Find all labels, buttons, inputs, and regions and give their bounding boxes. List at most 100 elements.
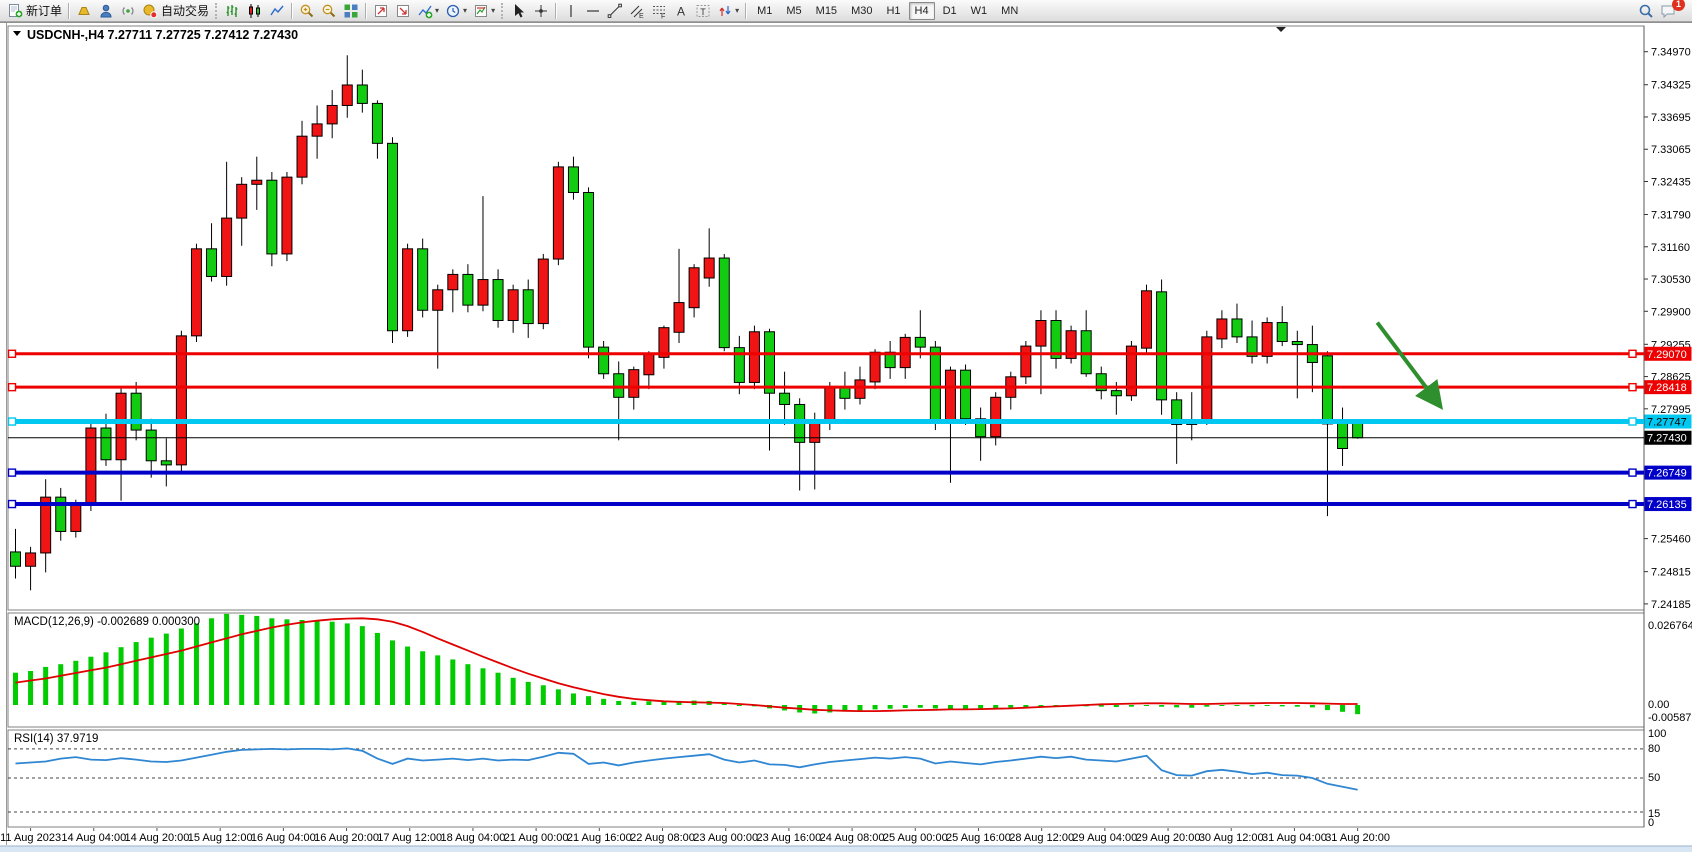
zoom-out-icon [322, 4, 336, 17]
svg-text:7.28418: 7.28418 [1647, 382, 1687, 394]
macd-histogram-bar [917, 705, 923, 708]
line-handle[interactable] [7, 382, 17, 392]
cursor-button[interactable] [509, 1, 529, 21]
candle-body [311, 123, 323, 137]
timeframe-mn[interactable]: MN [1001, 4, 1019, 17]
horizontal-line-7.26135[interactable] [7, 499, 1644, 509]
candle-body [658, 327, 670, 358]
arrows-button[interactable]: ▾ [715, 1, 741, 21]
macd-histogram-bar [314, 620, 320, 705]
bar-chart-button[interactable] [223, 1, 243, 21]
macd-histogram-bar [827, 705, 833, 713]
new-order-button[interactable]: 新订单 [5, 1, 64, 21]
line-handle[interactable] [1628, 468, 1637, 477]
crosshair-button[interactable] [531, 1, 551, 21]
macd-histogram-bar [193, 623, 199, 705]
search-icon [1639, 4, 1653, 18]
time-tick-label: 15 Aug 12:00 [188, 832, 253, 844]
line-handle[interactable] [7, 349, 17, 358]
symbol-dropdown-icon[interactable] [13, 31, 21, 36]
time-tick-label: 24 Aug 08:00 [820, 832, 885, 844]
line-handle[interactable] [7, 468, 17, 477]
chevron-down-icon: ▾ [491, 6, 496, 15]
fibonacci-button[interactable]: F [649, 1, 669, 21]
macd-histogram-bar [269, 618, 275, 705]
indicators-button[interactable]: ▾ [415, 1, 441, 21]
down-arrow-annotation[interactable] [1375, 321, 1444, 410]
text-button[interactable]: A [671, 1, 691, 21]
candle-body [10, 551, 21, 567]
price-axis[interactable]: 7.34970 7.34325 7.33695 7.33065 7.32435 7.317… [1644, 47, 1691, 611]
market-watch-button[interactable] [74, 1, 94, 21]
bar-chart-icon [226, 4, 238, 17]
tile-windows-button[interactable] [341, 1, 361, 21]
macd-histogram-bar [103, 652, 109, 705]
cascade-windows-button[interactable] [393, 1, 413, 21]
chat-button[interactable]: 1 [1658, 0, 1685, 21]
svg-text:E: E [639, 13, 644, 19]
macd-histogram-bar [993, 705, 999, 709]
line-handle[interactable] [1628, 349, 1637, 358]
candlestick-chart-button[interactable] [245, 1, 265, 21]
timeframe-h4[interactable]: H4 [908, 1, 935, 20]
timeframe-w1[interactable]: W1 [970, 4, 988, 17]
line-handle[interactable] [1628, 499, 1637, 509]
equidistant-channel-button[interactable]: E [627, 1, 647, 21]
candle-body [85, 427, 97, 506]
signals-button[interactable] [118, 1, 138, 21]
vertical-line-button[interactable] [561, 1, 581, 21]
horizontal-line-7.26749[interactable] [7, 468, 1644, 477]
macd-histogram-bar [736, 705, 742, 706]
timeframe-d1[interactable]: D1 [942, 4, 957, 17]
macd-histogram-bar [28, 671, 34, 705]
timeframe-m5[interactable]: M5 [786, 4, 802, 17]
zoom-out-button[interactable] [319, 1, 339, 21]
profiles-button[interactable] [96, 1, 116, 21]
line-handle[interactable] [7, 499, 17, 509]
line-handle[interactable] [1628, 382, 1637, 392]
macd-histogram-bar [1294, 705, 1300, 707]
macd-histogram-bar [978, 705, 984, 709]
arrange-windows-button[interactable] [371, 1, 391, 21]
periods-button[interactable]: ▾ [443, 1, 469, 21]
text-label-button[interactable]: T [693, 1, 713, 21]
templates-button[interactable]: ▾ [471, 1, 497, 21]
horizontal-line-7.27747[interactable] [7, 417, 1644, 426]
timeframe-h1[interactable]: H1 [886, 4, 901, 17]
macd-histogram-bar [178, 628, 184, 705]
svg-text:7.29070: 7.29070 [1647, 349, 1687, 361]
horizontal-line-icon [587, 9, 600, 12]
macd-histogram-bar [1008, 705, 1014, 708]
macd-histogram-bar [133, 642, 139, 705]
candle-body [944, 369, 956, 424]
svg-text:F: F [661, 13, 665, 19]
line-handle[interactable] [7, 417, 17, 426]
main-price-pane[interactable] [7, 25, 1645, 611]
macd-histogram-bar [1234, 705, 1240, 707]
autotrading-button[interactable]: 自动交易 [140, 1, 211, 21]
price-tick-label: 7.27995 [1651, 404, 1691, 416]
timeframe-m1[interactable]: M1 [757, 4, 773, 17]
toolbar-separator [745, 2, 748, 19]
macd-histogram-bar [631, 701, 637, 705]
chart-title: USDCNH-,H4 7.27711 7.27725 7.27412 7.274… [13, 28, 298, 42]
chart-shift-marker[interactable] [1276, 27, 1286, 32]
zoom-in-icon [300, 4, 314, 17]
candle-body [537, 258, 549, 325]
line-chart-button[interactable] [267, 1, 287, 21]
horizontal-line-button[interactable] [583, 1, 603, 21]
macd-pane[interactable] [7, 612, 1645, 728]
line-handle[interactable] [1628, 417, 1637, 426]
horizontal-line-7.29070[interactable] [7, 349, 1644, 358]
candle-body [190, 248, 202, 337]
timeframe-m30[interactable]: M30 [851, 4, 873, 17]
svg-text:7.27747: 7.27747 [1647, 417, 1687, 429]
timeframe-m15[interactable]: M15 [815, 4, 838, 17]
horizontal-line-7.28418[interactable] [7, 382, 1644, 392]
zoom-in-button[interactable] [297, 1, 317, 21]
macd-histogram-bar [932, 705, 938, 709]
trendline-button[interactable] [605, 1, 625, 21]
search-button[interactable] [1636, 1, 1656, 21]
